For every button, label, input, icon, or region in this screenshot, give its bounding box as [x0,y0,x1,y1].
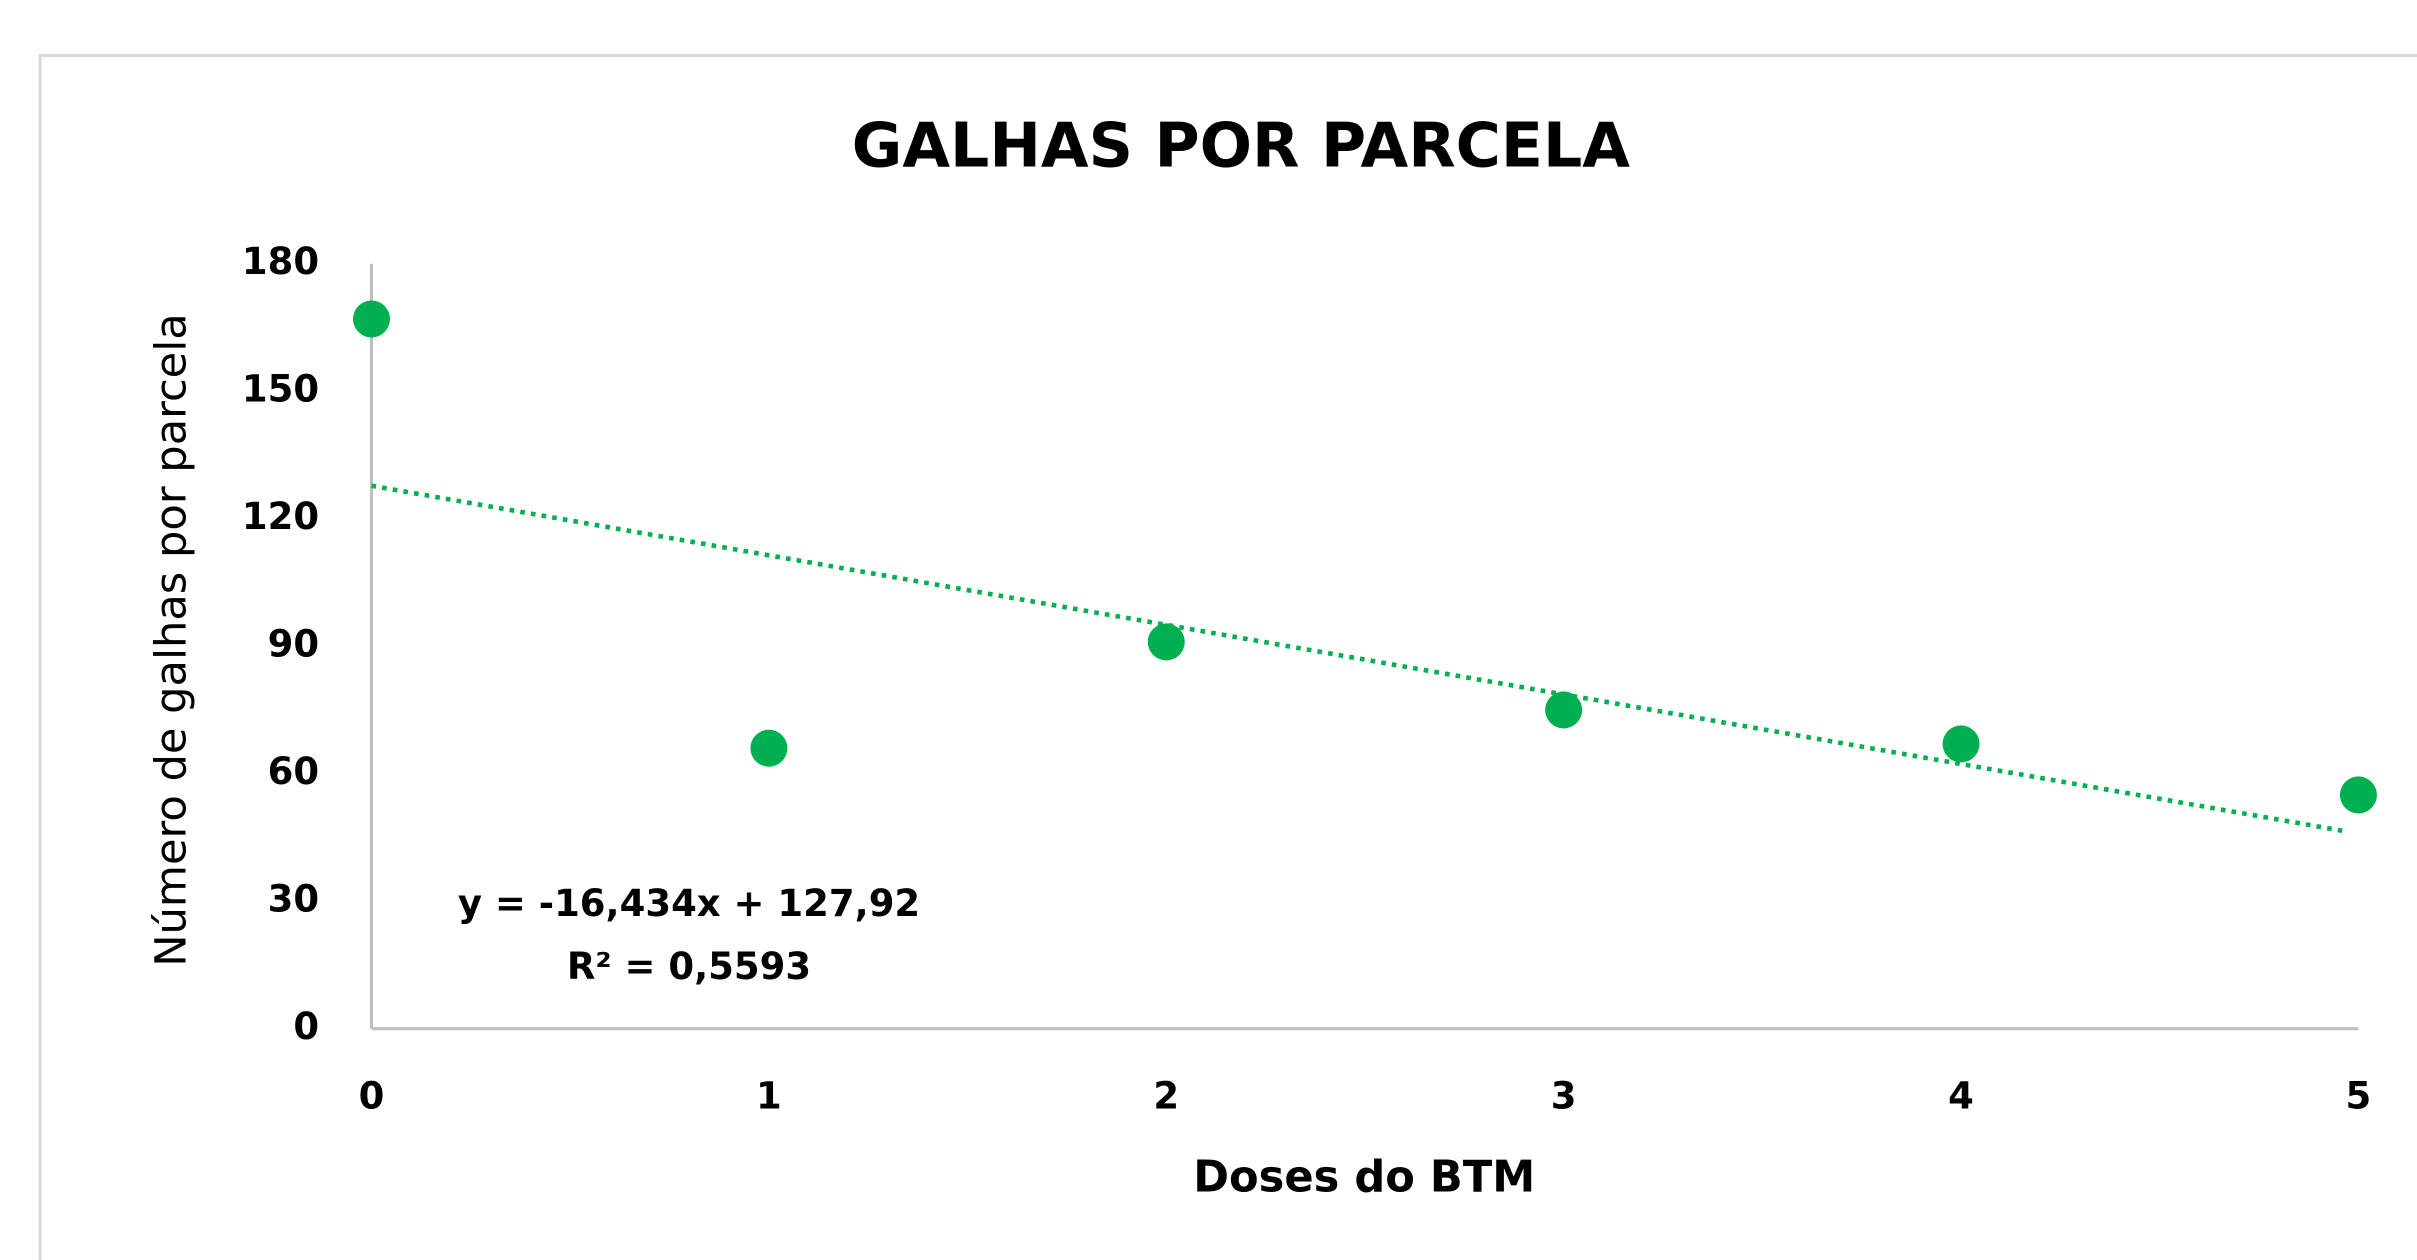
point [750,729,788,767]
x-tick-label: 4 [1948,1075,1974,1118]
y-tick-label: 60 [268,750,319,793]
y-tick-label: 120 [242,495,319,538]
trendline-equation: y = -16,434x + 127,92 [458,882,920,925]
point [1545,691,1583,729]
chart-title: GALHAS POR PARCELA [852,110,1631,182]
y-tick-label: 30 [268,878,319,921]
chart-border [38,53,2417,1260]
x-tick-label: 3 [1551,1075,1577,1118]
point [2339,776,2377,814]
trendline-r2: R² = 0,5593 [567,945,811,988]
y-axis-label: Número de galhas por parcela [147,313,197,966]
y-tick-label: 90 [268,623,319,666]
y-tick-label: 180 [242,240,319,283]
x-tick-label: 2 [1153,1075,1179,1118]
y-tick-label: 150 [242,368,319,411]
point [352,300,390,338]
x-tick-label: 1 [756,1075,782,1118]
y-tick-label: 0 [293,1005,319,1048]
point [1147,623,1185,661]
point [1942,725,1980,763]
x-axis-label: Doses do BTM [1193,1152,1535,1202]
x-tick-label: 5 [2346,1075,2372,1118]
x-tick-label: 0 [359,1075,385,1118]
